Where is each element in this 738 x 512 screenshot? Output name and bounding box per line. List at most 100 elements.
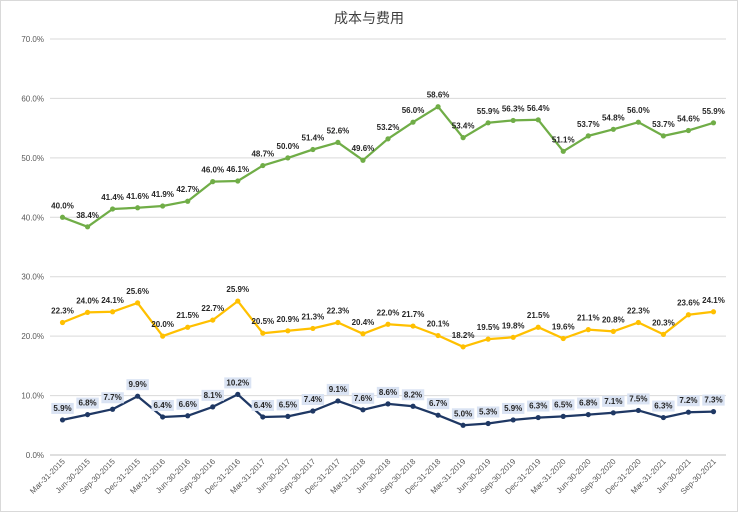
data-label-box xyxy=(76,397,99,409)
data-point xyxy=(335,319,341,326)
data-point xyxy=(235,178,241,184)
data-point xyxy=(260,414,266,420)
data-label: 24.1% xyxy=(101,296,124,305)
data-label: 6.5% xyxy=(279,400,297,409)
data-label: 22.3% xyxy=(51,306,74,315)
data-point xyxy=(335,139,341,146)
data-point xyxy=(360,157,366,163)
data-label: 10.2% xyxy=(226,378,249,387)
data-label: 6.8% xyxy=(78,399,96,408)
data-label-box xyxy=(476,406,500,418)
data-point xyxy=(710,120,717,126)
data-label: 7.7% xyxy=(103,393,121,402)
data-point xyxy=(710,309,717,315)
y-tick-label: 60.0% xyxy=(21,94,44,103)
data-label: 7.6% xyxy=(354,394,372,403)
data-point xyxy=(435,104,441,110)
data-label-box xyxy=(501,402,525,414)
data-point xyxy=(460,422,466,428)
data-label: 41.4% xyxy=(101,193,124,202)
data-label-box xyxy=(251,399,275,411)
data-label: 6.4% xyxy=(154,401,172,410)
data-label: 41.6% xyxy=(126,192,149,201)
data-point xyxy=(485,120,491,126)
data-point xyxy=(310,146,316,153)
data-point xyxy=(585,327,591,333)
data-label-box xyxy=(276,399,300,411)
data-label: 53.4% xyxy=(452,122,475,131)
data-label: 6.3% xyxy=(654,402,672,411)
data-label-box xyxy=(126,379,149,391)
data-point xyxy=(160,414,166,420)
data-label: 55.9% xyxy=(477,107,500,116)
data-point xyxy=(585,411,591,418)
data-label: 24.1% xyxy=(702,296,725,305)
data-label: 19.5% xyxy=(477,323,500,332)
data-label: 6.6% xyxy=(179,400,197,409)
data-point xyxy=(135,205,141,211)
data-label: 7.5% xyxy=(629,394,647,403)
data-point xyxy=(185,324,191,330)
data-point xyxy=(385,401,391,407)
data-label: 21.7% xyxy=(402,310,425,319)
data-point xyxy=(435,412,441,418)
data-label: 49.6% xyxy=(352,144,375,153)
data-point xyxy=(660,133,667,139)
data-label: 6.7% xyxy=(429,399,447,408)
data-label: 25.6% xyxy=(126,287,149,296)
data-point xyxy=(235,391,241,397)
data-label: 20.1% xyxy=(427,320,450,329)
data-point xyxy=(310,325,316,332)
data-point xyxy=(235,298,241,304)
data-label: 19.8% xyxy=(502,321,525,330)
data-point xyxy=(685,312,692,318)
data-label: 21.5% xyxy=(527,311,550,320)
data-point xyxy=(109,206,116,212)
data-label: 56.3% xyxy=(502,104,525,113)
data-label: 48.7% xyxy=(251,150,274,159)
data-label-box xyxy=(451,408,475,420)
data-point xyxy=(360,407,366,413)
data-point xyxy=(210,317,216,323)
data-label: 20.3% xyxy=(652,318,675,327)
data-label: 20.4% xyxy=(352,318,375,327)
data-point xyxy=(535,117,541,123)
data-label: 9.9% xyxy=(129,380,147,389)
data-label: 42.7% xyxy=(176,185,199,194)
data-point xyxy=(635,119,641,125)
data-point xyxy=(460,344,466,350)
data-label-box xyxy=(652,400,675,412)
data-point xyxy=(160,203,166,209)
data-point xyxy=(485,336,491,342)
data-label-box xyxy=(201,389,224,401)
data-label-box xyxy=(552,399,575,411)
data-label: 25.9% xyxy=(226,285,249,294)
y-tick-label: 50.0% xyxy=(21,154,44,163)
data-label-box xyxy=(351,392,375,404)
data-point xyxy=(460,135,466,141)
data-label: 23.6% xyxy=(677,299,700,308)
data-point xyxy=(510,334,516,340)
data-label: 53.2% xyxy=(377,123,400,132)
data-label: 20.0% xyxy=(151,320,174,329)
data-label: 18.2% xyxy=(452,331,475,340)
data-label-box xyxy=(176,398,199,410)
data-label: 24.0% xyxy=(76,296,99,305)
y-tick-label: 40.0% xyxy=(21,213,44,222)
data-point xyxy=(685,127,692,134)
data-label-box xyxy=(51,402,74,414)
data-label: 20.9% xyxy=(277,315,300,324)
data-label: 7.3% xyxy=(704,396,722,405)
data-label: 9.1% xyxy=(329,385,347,394)
data-label: 53.7% xyxy=(577,120,600,129)
data-label: 21.3% xyxy=(302,312,325,321)
data-point xyxy=(285,155,291,161)
data-label-box xyxy=(527,400,550,412)
data-label: 5.0% xyxy=(454,409,472,418)
data-point xyxy=(435,332,441,339)
data-label: 22.3% xyxy=(627,306,650,315)
data-label: 56.0% xyxy=(402,106,425,115)
data-point xyxy=(410,119,416,125)
data-point xyxy=(210,404,216,410)
